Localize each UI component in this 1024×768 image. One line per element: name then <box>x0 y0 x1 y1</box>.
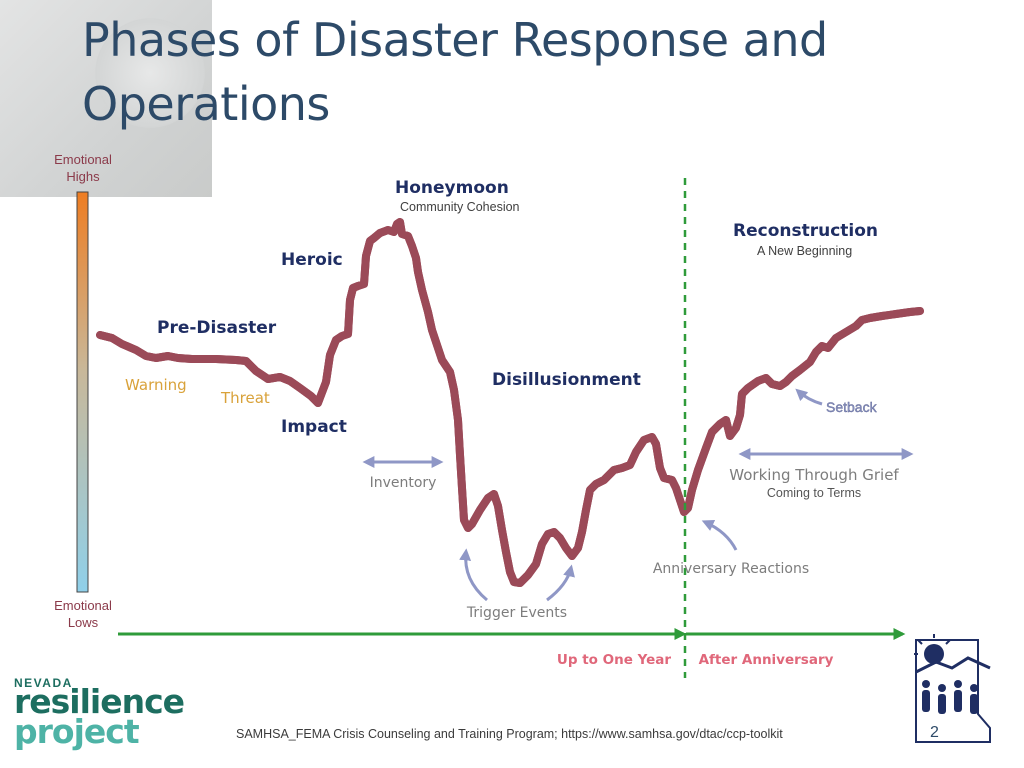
impact-label: Impact <box>281 417 347 437</box>
reconstruction-label: Reconstruction <box>733 221 878 241</box>
emotional-scale-bar <box>76 191 89 593</box>
pre-disaster-label: Pre-Disaster <box>157 318 277 338</box>
heroic-label: Heroic <box>281 250 343 270</box>
dhhs-logo-icon <box>914 634 991 743</box>
honeymoon-sub-label: Community Cohesion <box>400 200 520 214</box>
up-to-one-year-label: Up to One Year <box>557 652 671 668</box>
trigger-arrow-right <box>546 564 575 602</box>
threat-label: Threat <box>220 389 270 407</box>
slide-title: Phases of Disaster Response and Operatio… <box>82 13 828 131</box>
setback-label: Setback <box>826 399 878 415</box>
trigger-arrow-left <box>459 548 488 602</box>
setback-arrow <box>795 388 823 406</box>
emotional-highs-label-1: Emotional <box>54 152 112 167</box>
corner-background-photo <box>0 0 212 197</box>
inventory-label: Inventory <box>370 475 437 491</box>
anniversary-arrow <box>701 520 738 551</box>
trigger-events-label: Trigger Events <box>466 605 567 621</box>
emotional-lows-label-1: Emotional <box>54 598 112 613</box>
reconstruction-sub-label: A New Beginning <box>757 244 852 258</box>
nevada-resilience-project-logo: NEVADA resilience project <box>14 676 204 756</box>
emotional-highs-label-2: Highs <box>66 169 100 184</box>
working-through-grief-label: Working Through Grief <box>729 466 899 484</box>
anniversary-reactions-label: Anniversary Reactions <box>653 561 809 577</box>
disillusionment-label: Disillusionment <box>492 370 641 390</box>
emotional-curve <box>96 218 924 587</box>
emotional-lows-label-2: Lows <box>68 615 99 630</box>
footer-citation: SAMHSA_FEMA Crisis Counseling and Traini… <box>236 727 783 741</box>
logo-state-text: NEVADA <box>14 676 73 690</box>
after-anniversary-label: After Anniversary <box>699 652 834 668</box>
page-number: 2 <box>930 724 939 741</box>
honeymoon-label: Honeymoon <box>395 178 509 198</box>
logo-resilience-text: resilience <box>14 682 185 721</box>
logo-project-text: project <box>14 712 140 751</box>
warning-label: Warning <box>125 376 187 394</box>
coming-to-terms-label: Coming to Terms <box>767 486 861 500</box>
